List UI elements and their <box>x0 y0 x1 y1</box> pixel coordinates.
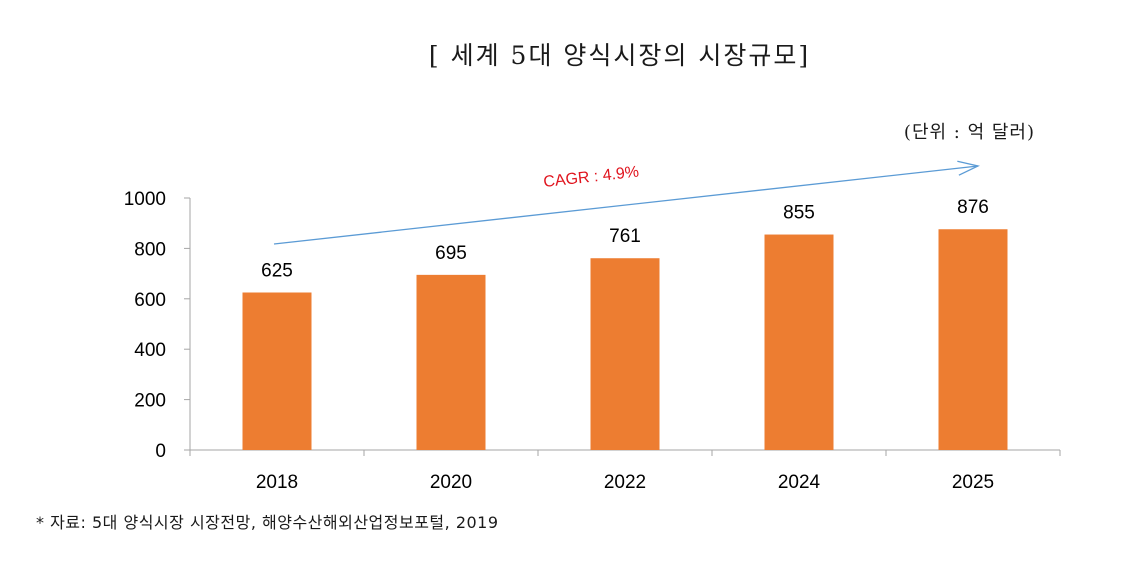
data-label: 855 <box>783 203 815 224</box>
unit-label: (단위 : 억 달러) <box>903 122 1035 143</box>
data-label: 761 <box>609 226 641 247</box>
y-tick-label: 600 <box>134 290 166 311</box>
x-tick-label: 2018 <box>256 472 298 493</box>
y-tick-label: 200 <box>134 391 166 412</box>
bar <box>416 274 486 450</box>
x-tick-label: 2022 <box>604 472 646 493</box>
x-tick-label: 2025 <box>952 472 994 493</box>
cagr-label: CAGR : 4.9% <box>543 164 640 191</box>
bar <box>242 292 312 450</box>
y-axis: 0 200 400 600 800 1000 <box>124 189 191 462</box>
y-tick-label: 800 <box>134 239 166 260</box>
x-tick-label: 2024 <box>778 472 821 493</box>
y-tick-label: 1000 <box>124 189 166 210</box>
bar-series <box>242 229 1008 450</box>
data-label: 876 <box>957 197 989 218</box>
x-tick-label: 2020 <box>430 472 472 493</box>
y-tick-label: 400 <box>134 340 166 361</box>
chart-title: [ 세계 5대 양식시장의 시장규모] <box>428 41 811 70</box>
y-tick-label: 0 <box>155 441 166 462</box>
cagr-arrow <box>273 160 980 245</box>
data-labels: 625 695 761 855 876 <box>261 197 989 281</box>
data-label: 625 <box>261 261 293 282</box>
x-axis: 2018 2020 2022 2024 2025 <box>189 449 1061 493</box>
data-label: 695 <box>435 243 467 264</box>
bar <box>590 258 660 450</box>
source-note: * 자료: 5대 양식시장 시장전망, 해양수산해외산업정보포털, 2019 <box>36 513 499 532</box>
bar <box>938 229 1008 450</box>
bar <box>764 234 834 450</box>
